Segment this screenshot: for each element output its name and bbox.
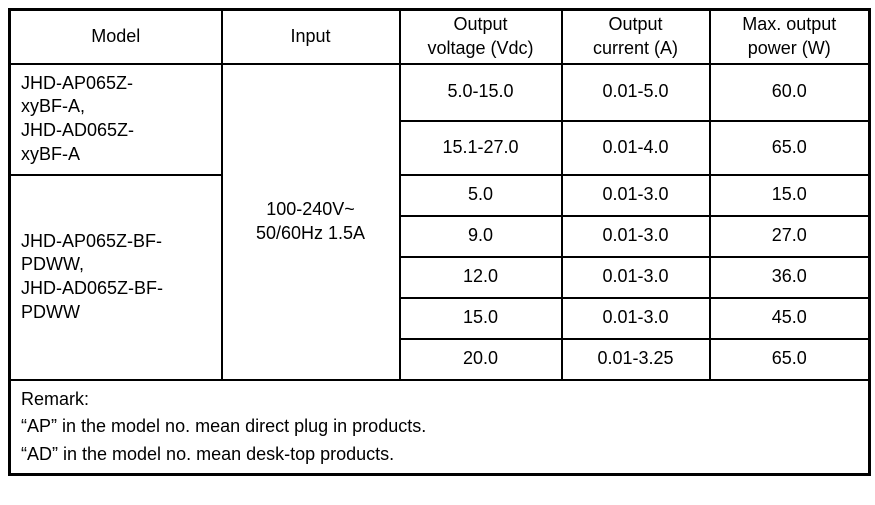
remark-cell: Remark: “AP” in the model no. mean direc… — [8, 378, 871, 476]
col-header-input: Input — [220, 8, 401, 65]
power-cell: 65.0 — [708, 119, 871, 176]
power-cell: 27.0 — [708, 214, 871, 258]
voltage-cell: 5.0 — [398, 173, 563, 217]
power-cell: 36.0 — [708, 255, 871, 299]
remark-title: Remark: — [21, 388, 90, 409]
voltage-cell: 5.0-15.0 — [398, 62, 563, 122]
remark-line-2: “AD” in the model no. mean desk-top prod… — [21, 443, 395, 464]
table-row: JHD-AP065Z- xyBF-A, JHD-AD065Z- xyBF-A 1… — [8, 62, 871, 381]
input-value-cell: 100-240V~ 50/60Hz 1.5A — [220, 62, 401, 381]
current-cell: 0.01-3.25 — [560, 337, 711, 381]
power-cell: 15.0 — [708, 173, 871, 217]
model-group-2-cell: JHD-AP065Z-BF- PDWW, JHD-AD065Z-BF- PDWW — [8, 173, 223, 381]
current-cell: 0.01-3.0 — [560, 296, 711, 340]
voltage-cell: 15.0 — [398, 296, 563, 340]
voltage-cell: 15.1-27.0 — [398, 119, 563, 176]
table-row: 15.0 0.01-3.0 45.0 — [10, 296, 871, 340]
current-cell: 0.01-5.0 — [560, 62, 711, 122]
power-cell: 65.0 — [708, 337, 871, 381]
col-header-voltage: Output voltage (Vdc) — [398, 8, 563, 65]
voltage-cell: 20.0 — [398, 337, 563, 381]
voltage-cell: 9.0 — [398, 214, 563, 258]
model-group-1-cell: JHD-AP065Z- xyBF-A, JHD-AD065Z- xyBF-A — [8, 62, 223, 176]
current-cell: 0.01-3.0 — [560, 255, 711, 299]
table-row: JHD-AP065Z-BF- PDWW, JHD-AD065Z-BF- PDWW… — [8, 173, 871, 381]
table-row: 20.0 0.01-3.25 65.0 — [10, 337, 871, 381]
remark-line-1: “AP” in the model no. mean direct plug i… — [21, 416, 427, 437]
voltage-cell: 12.0 — [398, 255, 563, 299]
remark-row: Remark: “AP” in the model no. mean direc… — [8, 378, 871, 476]
table-row: 9.0 0.01-3.0 27.0 — [10, 214, 871, 258]
col-header-model: Model — [8, 8, 223, 65]
power-cell: 60.0 — [708, 62, 871, 122]
current-cell: 0.01-4.0 — [560, 119, 711, 176]
spec-table: Model Input Output voltage (Vdc) Output … — [8, 8, 871, 476]
table-row: 12.0 0.01-3.0 36.0 — [10, 255, 871, 299]
table-row: 15.1-27.0 0.01-4.0 65.0 — [10, 119, 871, 176]
header-row: Model Input Output voltage (Vdc) Output … — [8, 8, 871, 65]
current-cell: 0.01-3.0 — [560, 173, 711, 217]
col-header-current: Output current (A) — [560, 8, 711, 65]
power-cell: 45.0 — [708, 296, 871, 340]
current-cell: 0.01-3.0 — [560, 214, 711, 258]
col-header-power: Max. output power (W) — [708, 8, 871, 65]
